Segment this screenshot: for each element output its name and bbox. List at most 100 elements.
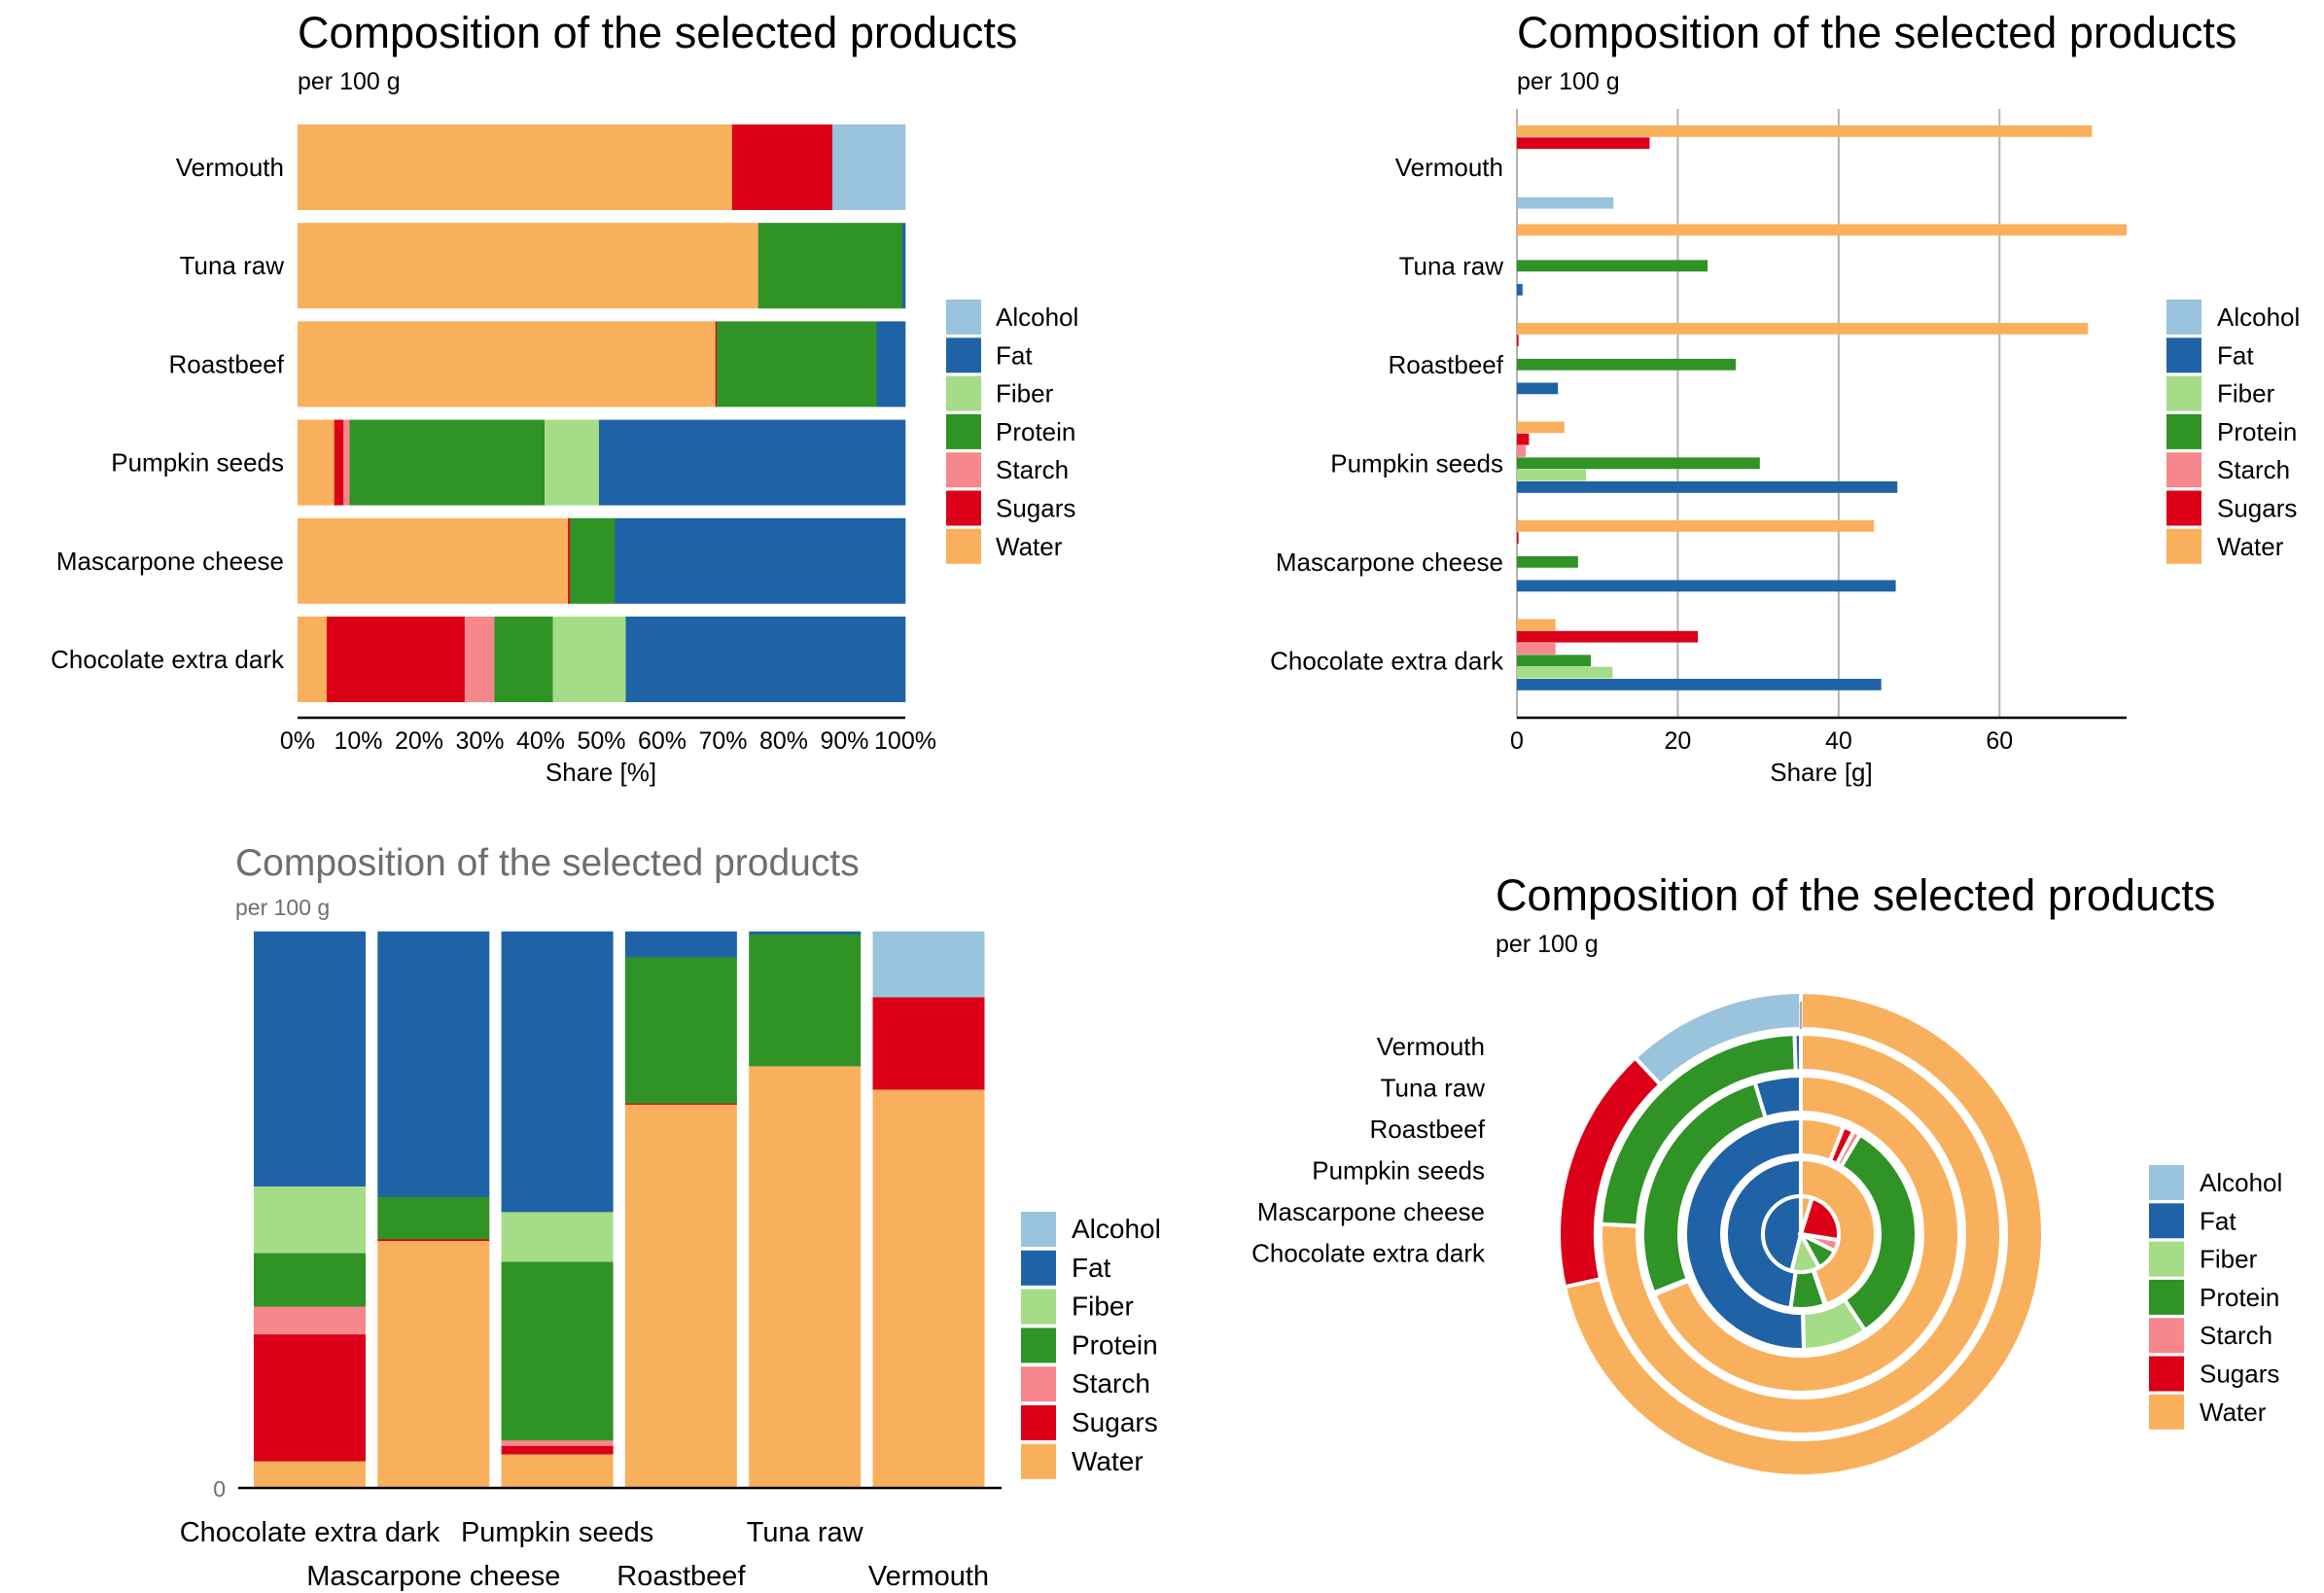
legend-label-water: Water [2200, 1398, 2267, 1427]
x-tick-label: 30% [455, 727, 504, 755]
ring-roastbeef-fat [1752, 1073, 1803, 1120]
legend-swatch-sugars [1021, 1405, 1056, 1440]
bar-mascarpone-cheese-sugars [377, 1239, 490, 1242]
chart-subtitle: per 100 g [235, 895, 330, 920]
category-label: Pumpkin seeds [1330, 449, 1503, 478]
category-label: Mascarpone cheese [306, 1561, 560, 1592]
x-tick-labels: 0% 10% 20% 30% 40% 50% 60% 70% 80% 90% 100% [280, 727, 936, 755]
grouped-bar-chart: Composition of the selected products per… [1270, 8, 2300, 787]
chart-subtitle: per 100 g [1496, 931, 1599, 958]
bar-vermouth-sugars [872, 997, 985, 1090]
legend-label-fat: Fat [1072, 1253, 1111, 1283]
legend-swatch-fat [1021, 1250, 1056, 1286]
legend-swatch-alcohol [946, 300, 981, 335]
category-label: Vermouth [1395, 153, 1503, 182]
bar-vermouth-water [872, 1089, 985, 1488]
bar-pumpkin-seeds-fiber [1517, 469, 1587, 481]
bar-chocolate-extra-dark-sugars [327, 617, 466, 702]
legend-label-sugars: Sugars [1072, 1407, 1158, 1437]
ring-label: Chocolate extra dark [1251, 1239, 1486, 1268]
category-labels: Chocolate extra dark Mascarpone cheese Pum… [180, 1517, 989, 1592]
gridlines [1516, 109, 2001, 718]
legend-label-protein: Protein [2217, 417, 2297, 446]
bar-chocolate-extra-dark-water [298, 617, 328, 702]
legend-label-fat: Fat [2217, 340, 2254, 370]
legend-label-fat: Fat [996, 340, 1033, 370]
legend-label-sugars: Sugars [996, 494, 1075, 523]
x-tick-label: 90% [820, 727, 868, 755]
bar-mascarpone-cheese-fat [615, 517, 906, 604]
legend-swatch-starch [946, 452, 981, 488]
legend-label-alcohol: Alcohol [996, 302, 1078, 332]
x-tick-label: 60 [1986, 727, 2013, 755]
legend-swatch-water [946, 528, 981, 564]
bar-roastbeef-protein [624, 957, 737, 1104]
ring-roastbeef-water [1651, 1073, 1961, 1395]
legend-swatch-water [2149, 1394, 2184, 1430]
legend-label-fiber: Fiber [2217, 379, 2275, 408]
category-label: Chocolate extra dark [51, 645, 285, 674]
legend-label-protein: Protein [996, 417, 1075, 446]
bar-pumpkin-seeds-fiber [501, 1212, 614, 1262]
legend-swatch-water [2166, 528, 2201, 564]
chart-title: Composition of the selected products [1496, 870, 2215, 920]
bar-roastbeef-water [1517, 323, 2089, 335]
bar-roastbeef-fat [624, 931, 737, 958]
legend-label-water: Water [1072, 1446, 1144, 1476]
legend-swatch-fat [2149, 1203, 2184, 1239]
chart-title: Composition of the selected products [298, 8, 1017, 57]
bar-chocolate-extra-dark-water [1517, 619, 1556, 631]
x-tick-label: 100% [874, 727, 936, 755]
legend-label-alcohol: Alcohol [2200, 1168, 2282, 1197]
bar-roastbeef-water [624, 1104, 737, 1488]
x-tick-label: 0 [1510, 727, 1524, 755]
bar-chocolate-extra-dark-starch [254, 1306, 366, 1335]
bar-tuna-raw-fat [901, 223, 906, 309]
category-label: Tuna raw [747, 1517, 864, 1548]
ring-chocolate-extra-dark-fat [1761, 1193, 1804, 1274]
category-label: Pumpkin seeds [111, 448, 284, 478]
bar-tuna-raw-protein [757, 223, 903, 309]
bar-chocolate-extra-dark-protein [1517, 655, 1592, 667]
legend-label-fat: Fat [2200, 1206, 2236, 1235]
bar-vermouth-alcohol [832, 124, 906, 210]
bar-vermouth-sugars [1517, 137, 1650, 150]
ring-labels: Vermouth Tuna raw Roastbeef Pumpkin seeds Ma… [1251, 1032, 1486, 1268]
ring-label: Tuna raw [1381, 1074, 1486, 1103]
bar-pumpkin-seeds-fat [598, 419, 906, 506]
legend-label-water: Water [2217, 532, 2284, 561]
bar-pumpkin-seeds-fiber [545, 419, 600, 506]
x-tick-label: 60% [638, 727, 687, 755]
x-tick-label: 0% [280, 727, 315, 755]
category-labels: Vermouth Tuna raw Roastbeef Pumpkin seeds Ma… [51, 153, 285, 674]
bar-pumpkin-seeds-water [298, 419, 335, 506]
legend-swatch-protein [2166, 413, 2201, 449]
legend-label-fiber: Fiber [996, 379, 1054, 408]
y-tick-label: 0 [213, 1476, 226, 1502]
bar-mascarpone-cheese-fat [1517, 580, 1896, 592]
legend-label-starch: Starch [1072, 1368, 1150, 1398]
legend-label-fiber: Fiber [2200, 1245, 2258, 1274]
legend-label-sugars: Sugars [2217, 494, 2297, 523]
category-label: Roastbeef [1388, 350, 1503, 379]
ring-tuna-raw-fat [1792, 1031, 1803, 1074]
legend-swatch-alcohol [2149, 1165, 2184, 1200]
bar-pumpkin-seeds-fat [501, 931, 614, 1213]
legend: Alcohol Fat Fiber Protein Starch Sugars Water [2149, 1165, 2282, 1430]
ring-pumpkin-seeds-protein [1838, 1132, 1919, 1333]
ring-label: Mascarpone cheese [1257, 1197, 1485, 1226]
legend-label-fiber: Fiber [1072, 1292, 1134, 1322]
legend-swatch-fiber [2149, 1241, 2184, 1277]
category-label: Tuna raw [180, 251, 285, 280]
legend-label-alcohol: Alcohol [2217, 302, 2300, 332]
legend-swatch-sugars [946, 490, 981, 526]
legend-label-sugars: Sugars [2200, 1360, 2279, 1389]
category-label: Chocolate extra dark [1270, 647, 1504, 676]
bar-layer [1517, 125, 2127, 690]
bar-pumpkin-seeds-water [501, 1454, 614, 1488]
bar-roastbeef-sugars [715, 321, 718, 407]
bar-mascarpone-cheese-sugars [568, 517, 571, 604]
legend-label-water: Water [996, 532, 1063, 561]
bar-chocolate-extra-dark-fiber [552, 617, 626, 702]
